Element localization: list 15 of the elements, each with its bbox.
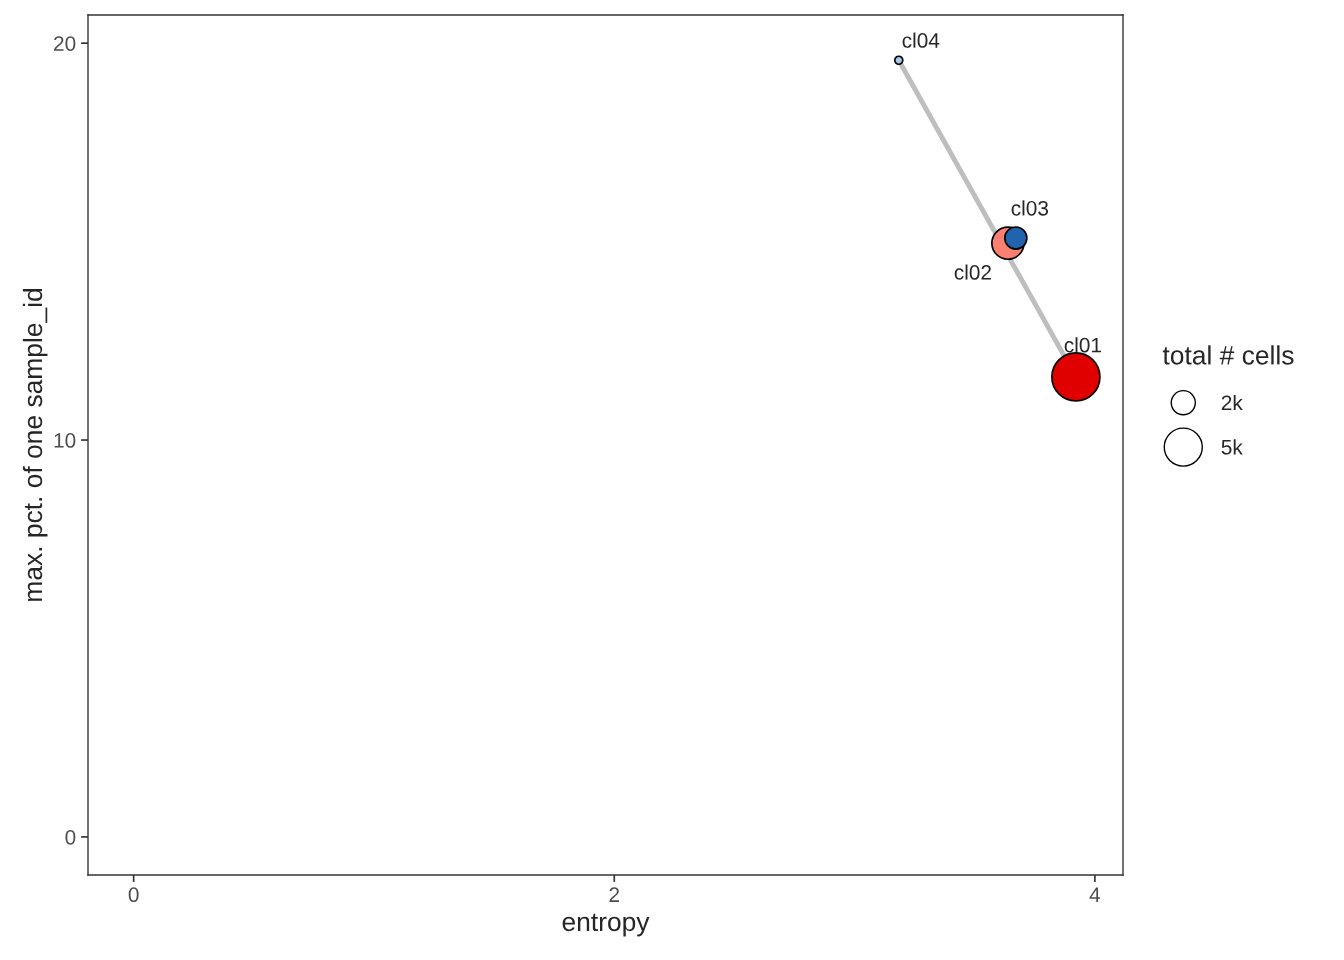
- annotation: cl02: [954, 264, 991, 280]
- x-axis-title: entropy: [562, 913, 650, 937]
- annotation: cl01: [1064, 337, 1101, 353]
- y-tick-label: 20: [54, 36, 76, 51]
- x-tick-label: 0: [128, 887, 139, 903]
- y-tick-label: 0: [65, 829, 76, 845]
- x-tick-label: 4: [1089, 887, 1101, 902]
- y-tick-label: 10: [54, 433, 76, 448]
- legend-title: total # cells: [1162, 345, 1294, 365]
- annotation: cl04: [902, 32, 940, 48]
- x-tick-label: 2: [609, 887, 620, 902]
- legend-label: 2k: [1221, 394, 1243, 410]
- y-axis-title: max. pct. of one sample_id: [22, 289, 48, 601]
- legend-label: 5k: [1221, 439, 1243, 455]
- annotation: cl03: [1011, 200, 1049, 216]
